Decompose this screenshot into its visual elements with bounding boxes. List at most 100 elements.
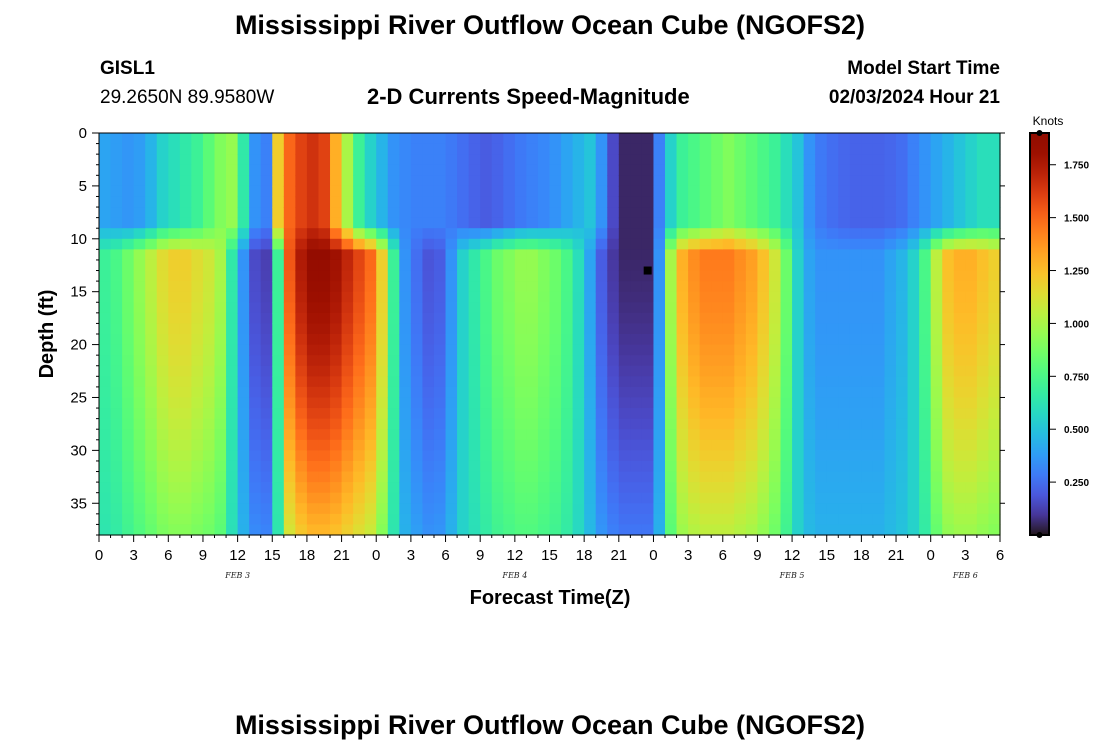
heatmap-cell	[803, 386, 816, 399]
heatmap-cell	[410, 408, 424, 420]
heatmap-cell	[803, 482, 816, 494]
heatmap-cell	[792, 281, 805, 293]
heatmap-cell	[99, 439, 112, 451]
heatmap-cell	[861, 344, 874, 356]
heatmap-cell	[410, 281, 424, 293]
heatmap-cell	[480, 185, 493, 198]
heatmap-cell	[110, 270, 123, 282]
heatmap-cell	[537, 376, 551, 388]
heatmap-cell	[480, 259, 493, 272]
heatmap-cell	[815, 154, 828, 166]
heatmap-cell	[376, 524, 389, 536]
heatmap-cell	[907, 291, 920, 303]
heatmap-cell	[861, 397, 874, 409]
heatmap-cell	[861, 460, 874, 473]
footer-title: Mississippi River Outflow Ocean Cube (NG…	[234, 710, 866, 740]
heatmap-cell	[468, 418, 481, 430]
heatmap-cell	[341, 175, 354, 187]
heatmap-cell	[676, 281, 689, 293]
heatmap-cell	[318, 418, 331, 430]
heatmap-cell	[526, 207, 539, 219]
heatmap-cell	[618, 133, 631, 145]
heatmap-cell	[376, 408, 389, 420]
heatmap-cell	[757, 185, 770, 198]
heatmap-cell	[572, 164, 585, 176]
x-tick-label: 15	[818, 547, 835, 564]
heatmap-cell	[133, 133, 146, 145]
heatmap-cell	[445, 143, 458, 155]
heatmap-cell	[503, 196, 516, 208]
heatmap-cell	[168, 196, 181, 208]
heatmap-cell	[226, 185, 239, 198]
heatmap-cell	[988, 450, 1001, 462]
heatmap-cell	[792, 386, 805, 399]
heatmap-cell	[595, 450, 608, 462]
heatmap-cell	[826, 355, 839, 367]
heatmap-cell	[722, 270, 735, 282]
heatmap-cell	[156, 397, 169, 409]
heatmap-cell	[283, 143, 296, 155]
heatmap-cell	[191, 397, 204, 409]
heatmap-cell	[641, 164, 655, 176]
heatmap-cell	[630, 450, 643, 462]
heatmap-cell	[306, 291, 320, 303]
heatmap-cell	[249, 503, 262, 515]
heatmap-cell	[260, 185, 273, 198]
heatmap-cell	[584, 482, 597, 494]
heatmap-cell	[815, 207, 828, 219]
heatmap-cell	[699, 386, 712, 399]
heatmap-cell	[503, 217, 516, 229]
heatmap-cell	[930, 397, 943, 409]
heatmap-cell	[341, 439, 354, 451]
heatmap-cell	[953, 228, 966, 240]
heatmap-cell	[757, 323, 770, 335]
heatmap-cell	[364, 450, 377, 462]
heatmap-cell	[872, 386, 886, 399]
heatmap-cell	[364, 471, 377, 483]
heatmap-cell	[445, 418, 458, 430]
heatmap-cell	[919, 408, 932, 420]
heatmap-cell	[457, 471, 470, 483]
heatmap-cell	[214, 281, 227, 293]
heatmap-cell	[353, 291, 366, 303]
heatmap-cell	[872, 259, 886, 272]
heatmap-cell	[133, 418, 146, 430]
heatmap-cell	[514, 207, 527, 219]
heatmap-cell	[872, 302, 886, 314]
heatmap-cell	[976, 270, 990, 282]
heatmap-cell	[757, 312, 770, 325]
heatmap-cell	[572, 217, 585, 229]
heatmap-cell	[503, 175, 516, 187]
heatmap-cell	[584, 259, 597, 272]
heatmap-cell	[561, 217, 574, 229]
heatmap-cell	[688, 323, 701, 335]
heatmap-cell	[122, 429, 135, 441]
heatmap-cell	[156, 492, 169, 504]
heatmap-cell	[237, 259, 250, 272]
heatmap-cell	[549, 397, 562, 409]
heatmap-cell	[295, 344, 308, 356]
heatmap-cell	[514, 386, 527, 399]
heatmap-cell	[306, 238, 320, 250]
heatmap-cell	[168, 217, 181, 229]
heatmap-cell	[561, 503, 574, 515]
heatmap-cell	[133, 397, 146, 409]
heatmap-cell	[387, 164, 400, 176]
heatmap-cell	[861, 164, 874, 176]
heatmap-cell	[99, 185, 112, 198]
heatmap-cell	[780, 365, 793, 377]
heatmap-cell	[191, 281, 204, 293]
heatmap-cell	[503, 228, 516, 240]
heatmap-cell	[191, 429, 204, 441]
heatmap-cell	[549, 418, 562, 430]
heatmap-cell	[341, 429, 354, 441]
y-tick-label: 0	[79, 125, 87, 142]
heatmap-cell	[468, 439, 481, 451]
heatmap-cell	[364, 355, 377, 367]
heatmap-cell	[711, 439, 724, 451]
heatmap-cell	[780, 429, 793, 441]
heatmap-cell	[480, 302, 493, 314]
heatmap-cell	[676, 439, 689, 451]
heatmap-cell	[214, 513, 227, 526]
